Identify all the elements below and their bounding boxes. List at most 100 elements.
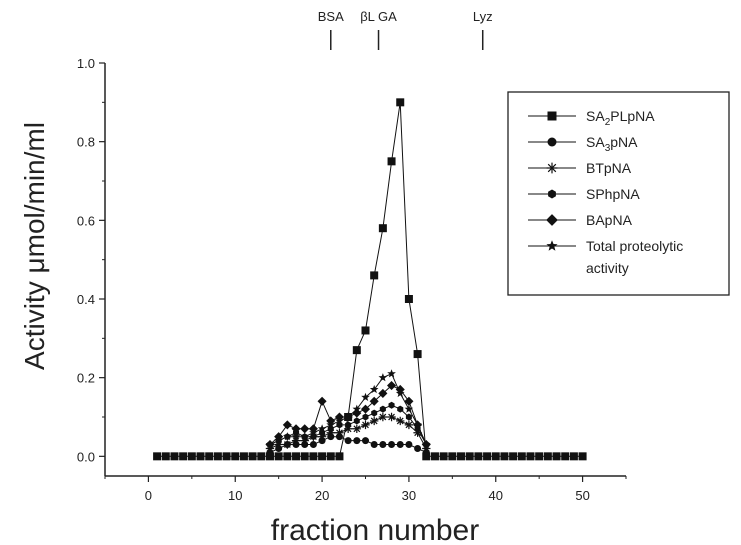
data-point — [404, 420, 414, 430]
data-point — [422, 452, 431, 461]
data-point — [526, 452, 535, 461]
data-point — [326, 452, 335, 461]
data-point — [378, 224, 387, 233]
data-point — [335, 433, 343, 441]
data-point — [326, 428, 335, 437]
data-point — [517, 452, 526, 461]
data-point — [353, 417, 360, 425]
series-asterisk — [265, 412, 431, 453]
legend-item: BApNA — [528, 212, 633, 228]
y-tick-label: 0.8 — [77, 135, 95, 150]
standard-markers: BSA βL GA Lyz — [318, 9, 493, 50]
data-point — [231, 452, 240, 461]
series-star — [265, 369, 431, 449]
data-point — [291, 424, 301, 434]
data-point — [543, 452, 552, 461]
data-point — [509, 452, 518, 461]
data-point — [404, 295, 413, 303]
data-point — [300, 452, 309, 461]
data-point — [343, 424, 353, 433]
data-point — [362, 437, 369, 445]
data-point — [335, 428, 344, 437]
data-point — [387, 412, 396, 422]
data-point — [317, 396, 327, 406]
data-point — [370, 441, 378, 449]
data-point — [309, 452, 318, 461]
data-point — [474, 452, 483, 461]
data-point — [291, 436, 301, 445]
data-point — [491, 452, 500, 461]
data-point — [344, 413, 353, 421]
y-axis-title: Activity μmol/min/ml — [19, 122, 50, 370]
data-point — [257, 452, 266, 461]
data-point — [414, 444, 422, 452]
legend-marker — [546, 162, 558, 174]
data-point — [387, 369, 396, 378]
legend-label: activity — [586, 260, 629, 276]
data-point — [301, 441, 309, 449]
data-point — [413, 428, 422, 437]
legend-label: BApNA — [586, 212, 633, 228]
data-point — [292, 441, 300, 449]
data-point — [274, 432, 284, 442]
data-point — [170, 452, 179, 461]
data-point — [179, 452, 188, 461]
data-point — [500, 452, 509, 461]
data-point — [360, 404, 371, 414]
series-circle — [266, 433, 430, 456]
data-point — [291, 432, 301, 441]
data-point — [535, 452, 544, 461]
data-point — [318, 437, 326, 445]
y-tick-label: 1.0 — [77, 56, 95, 71]
data-point — [187, 452, 196, 461]
data-point — [552, 452, 561, 461]
legend-marker — [546, 214, 558, 226]
data-point — [361, 326, 370, 335]
legend-marker — [547, 137, 557, 147]
legend-label: SA3pNA — [586, 134, 638, 154]
x-tick-label: 50 — [575, 488, 589, 503]
data-point — [283, 452, 292, 461]
data-point — [275, 444, 283, 452]
data-point — [413, 350, 422, 359]
standard-marker-label: Lyz — [473, 9, 493, 24]
legend-item: BTpNA — [528, 160, 632, 176]
data-point — [561, 452, 570, 461]
data-point — [448, 452, 457, 461]
data-point — [334, 412, 344, 422]
data-point — [388, 441, 396, 449]
data-point — [308, 424, 318, 434]
data-point — [300, 424, 310, 434]
data-point — [396, 416, 405, 426]
series-square — [153, 98, 587, 461]
data-point — [309, 432, 318, 441]
data-point — [292, 452, 301, 461]
data-point — [153, 452, 162, 461]
standard-marker-label: BSA — [318, 9, 344, 24]
data-point — [335, 452, 344, 461]
data-point — [371, 409, 378, 417]
data-point — [326, 416, 336, 426]
x-tick-label: 10 — [228, 488, 242, 503]
data-point — [395, 384, 405, 395]
data-point — [205, 452, 214, 461]
data-point — [378, 388, 388, 398]
x-tick-label: 40 — [489, 488, 503, 503]
axes: 0.0 0.2 0.4 0.6 0.8 1.0 0 10 20 30 40 50 — [77, 56, 627, 503]
data-point — [379, 441, 387, 449]
data-point — [405, 413, 412, 421]
x-tick-label: 30 — [402, 488, 416, 503]
data-point — [265, 452, 274, 461]
data-point — [396, 441, 404, 449]
data-point — [265, 444, 275, 453]
data-point — [439, 452, 448, 461]
data-point — [282, 420, 292, 430]
legend-label: SPhpNA — [586, 186, 640, 202]
data-point — [248, 452, 257, 461]
data-point — [274, 440, 283, 449]
legend-item: SA3pNA — [528, 134, 638, 154]
data-point — [336, 421, 343, 429]
data-point — [213, 452, 222, 461]
data-point — [397, 405, 404, 413]
